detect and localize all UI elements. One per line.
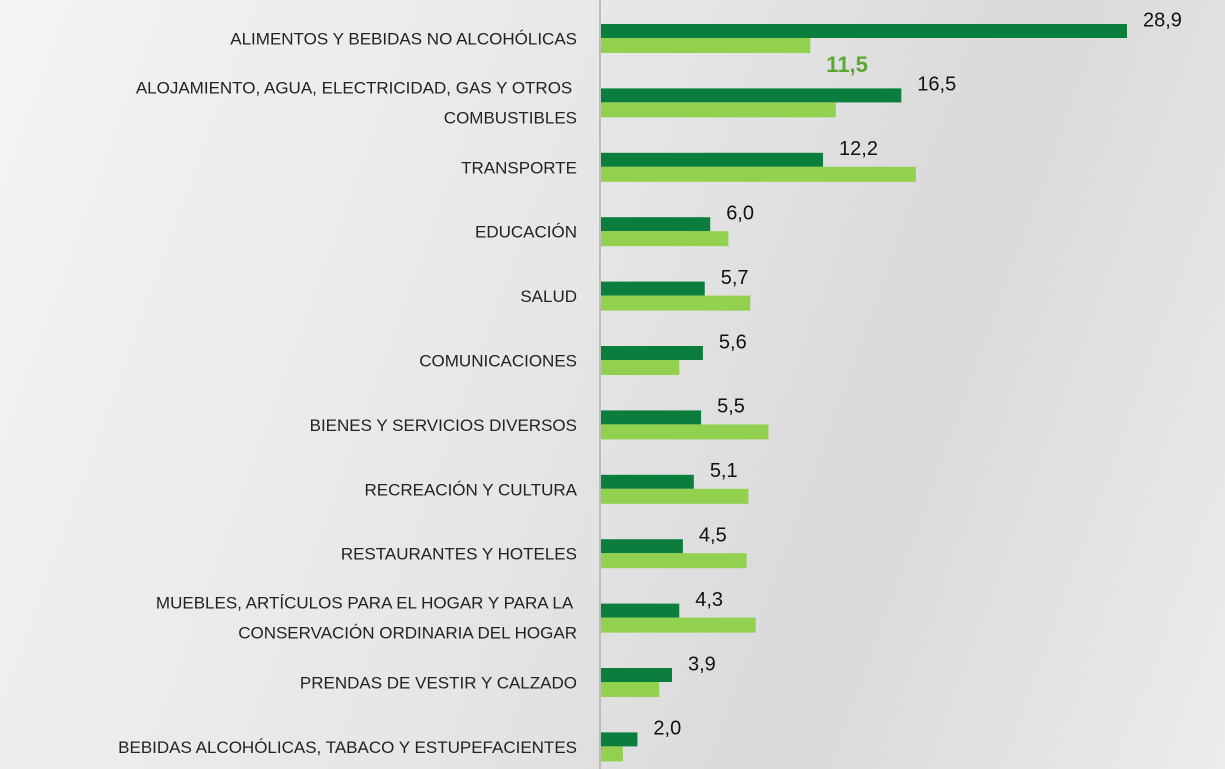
bar: [601, 102, 836, 118]
bar: [601, 424, 769, 440]
bar: [601, 488, 749, 504]
category-label: RECREACIÓN Y CULTURA: [364, 480, 577, 499]
value-label: 4,3: [695, 589, 723, 611]
category-label: PRENDAS DE VESTIR Y CALZADO: [300, 673, 577, 692]
category-label: ALIMENTOS Y BEBIDAS NO ALCOHÓLICAS: [230, 29, 577, 48]
bar: [601, 617, 756, 633]
category-label: MUEBLES, ARTÍCULOS PARA EL HOGAR Y PARA …: [156, 594, 577, 643]
value-label: 12,2: [839, 138, 878, 160]
category-label: BEBIDAS ALCOHÓLICAS, TABACO Y ESTUPEFACI…: [118, 738, 577, 757]
category-label: TRANSPORTE: [461, 158, 577, 177]
category-label: RESTAURANTES Y HOTELES: [341, 545, 577, 564]
bar: [601, 410, 702, 425]
bar: [601, 231, 729, 247]
bar: [601, 746, 623, 762]
value-label: 28,9: [1143, 9, 1182, 31]
value-label: 5,6: [719, 331, 747, 353]
bar: [601, 553, 747, 569]
bar: [601, 295, 751, 311]
bar: [601, 346, 703, 360]
bar: [601, 474, 694, 489]
bar: [601, 281, 705, 296]
bar: [601, 217, 711, 232]
bar: [601, 24, 1127, 38]
value-label: 4,5: [699, 524, 727, 546]
bar: [601, 152, 824, 167]
bar: [601, 360, 680, 375]
value-label: 2,0: [653, 718, 681, 740]
value-label: 6,0: [726, 202, 754, 224]
bar: [601, 539, 683, 554]
bar: [601, 668, 672, 682]
value-label: 11,5: [826, 52, 868, 77]
value-label: 16,5: [917, 74, 956, 96]
value-label: 3,9: [688, 653, 716, 675]
category-label: SALUD: [520, 287, 577, 306]
bar: [601, 166, 916, 182]
category-label: COMUNICACIONES: [419, 351, 577, 370]
bar: [601, 603, 680, 618]
bar: [601, 38, 811, 53]
value-label: 5,7: [721, 267, 749, 289]
value-label: 5,5: [717, 396, 745, 418]
bar: [601, 732, 638, 747]
bar: [601, 88, 902, 103]
category-label: ALOJAMIENTO, AGUA, ELECTRICIDAD, GAS Y O…: [136, 79, 577, 128]
category-label: BIENES Y SERVICIOS DIVERSOS: [310, 416, 577, 435]
value-label: 5,1: [710, 460, 738, 482]
category-label: EDUCACIÓN: [475, 223, 577, 242]
bar: [601, 682, 660, 697]
